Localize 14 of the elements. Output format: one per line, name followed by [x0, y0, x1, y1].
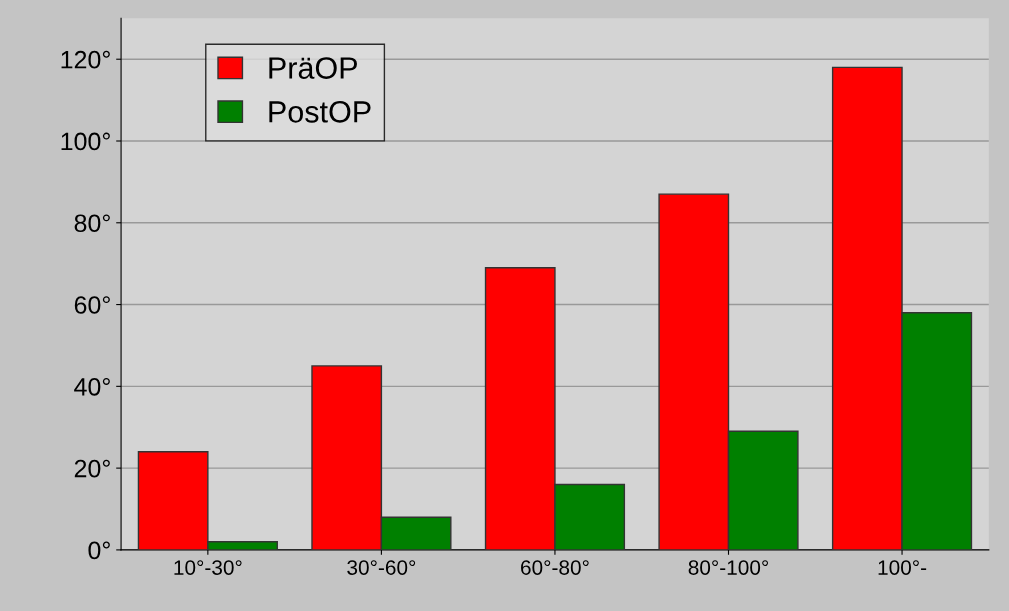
y-tick-label: 120° — [61, 50, 110, 69]
y-tick-label: 0° — [88, 541, 110, 560]
x-tick-label: 80°-100° — [688, 560, 769, 575]
legend-label: PräOP — [269, 57, 357, 79]
x-tick-label: 30°-60° — [347, 560, 416, 575]
legend-label: PostOP — [269, 101, 371, 123]
y-tick-label: 80° — [74, 214, 110, 233]
y-tick-label: 20° — [74, 459, 110, 478]
y-tick-label: 60° — [74, 296, 110, 314]
x-tick-label: 60°-80° — [521, 560, 589, 575]
y-tick-label: 100° — [61, 132, 110, 151]
x-tick-label: 10°-30° — [174, 560, 242, 575]
x-tick-label: 100°- — [878, 560, 927, 575]
y-tick-label: 40° — [74, 377, 110, 396]
